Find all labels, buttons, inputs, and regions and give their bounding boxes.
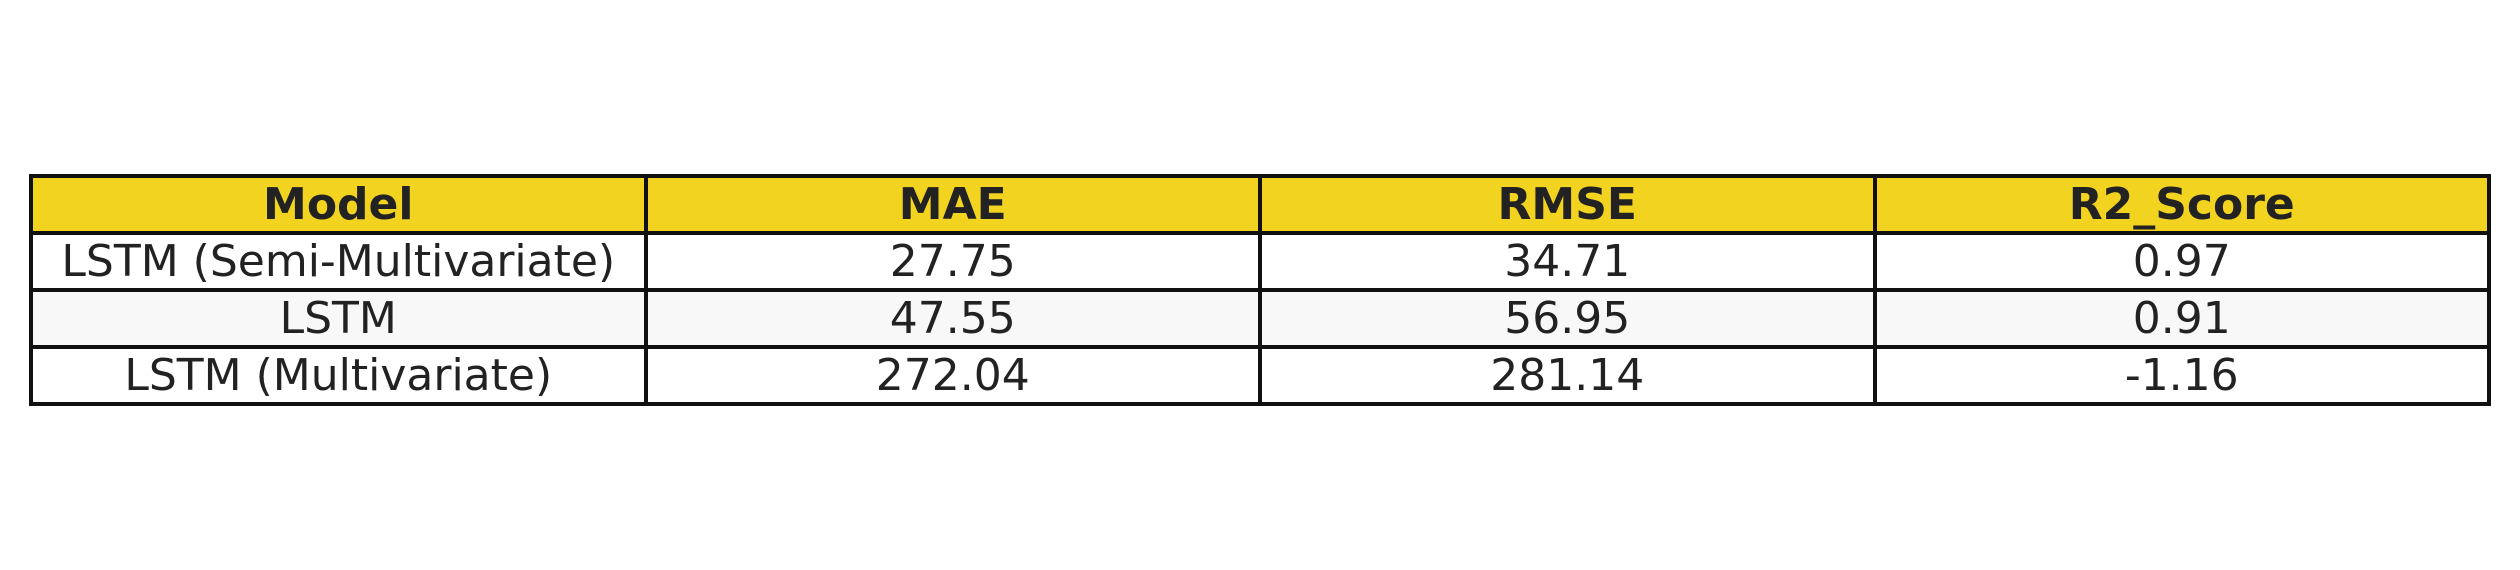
results-table: Model MAE RMSE R2_Score LSTM (Semi-Multi… (29, 174, 2491, 406)
header-mae: MAE (643, 174, 1262, 235)
cell-r2-score: 0.91 (1872, 288, 2491, 349)
cell-model: LSTM (29, 288, 648, 349)
header-rmse: RMSE (1258, 174, 1877, 235)
cell-mae: 27.75 (643, 231, 1262, 292)
cell-mae: 47.55 (643, 288, 1262, 349)
table-row: LSTM (Semi-Multivariate) 27.75 34.71 0.9… (29, 231, 2491, 292)
header-model: Model (29, 174, 648, 235)
table-row: LSTM (Multivariate) 272.04 281.14 -1.16 (29, 345, 2491, 406)
table-row: LSTM 47.55 56.95 0.91 (29, 288, 2491, 349)
cell-model: LSTM (Multivariate) (29, 345, 648, 406)
header-row: Model MAE RMSE R2_Score (29, 174, 2491, 235)
cell-r2-score: 0.97 (1872, 231, 2491, 292)
cell-mae: 272.04 (643, 345, 1262, 406)
cell-model: LSTM (Semi-Multivariate) (29, 231, 648, 292)
cell-r2-score: -1.16 (1872, 345, 2491, 406)
header-r2-score: R2_Score (1872, 174, 2491, 235)
cell-rmse: 34.71 (1258, 231, 1877, 292)
cell-rmse: 281.14 (1258, 345, 1877, 406)
cell-rmse: 56.95 (1258, 288, 1877, 349)
